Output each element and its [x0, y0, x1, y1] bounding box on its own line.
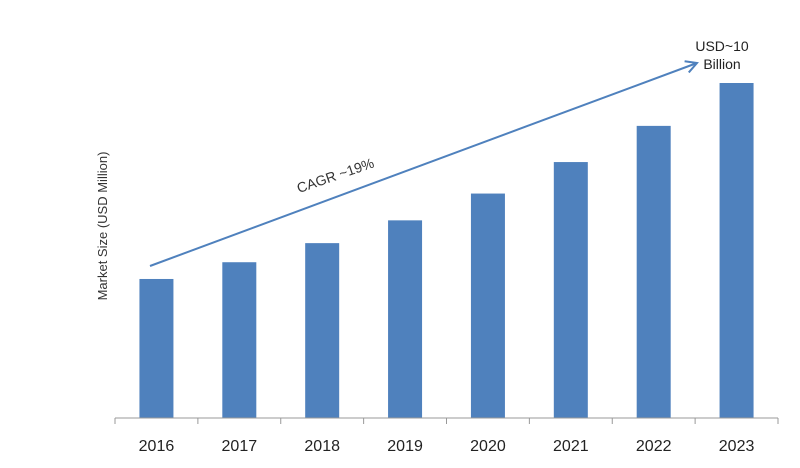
bar-2016 — [139, 278, 174, 418]
bar-2023 — [719, 83, 754, 418]
cagr-label: CAGR ~19% — [295, 155, 376, 196]
end-value-label-line2: Billion — [703, 56, 740, 72]
end-value-label-line1: USD~10 — [695, 38, 749, 54]
x-axis-ticks — [114, 418, 779, 424]
x-tick-label-2018: 2018 — [304, 438, 340, 455]
x-axis-tick-labels: 2016 2017 2018 2019 2020 2021 2022 2023 — [139, 438, 755, 455]
x-tick-label-2016: 2016 — [139, 438, 175, 455]
bar-2019 — [388, 220, 423, 418]
bar-2022 — [636, 125, 671, 418]
x-tick-label-2019: 2019 — [387, 438, 423, 455]
bar-2020 — [470, 193, 505, 418]
cagr-arrow — [149, 63, 697, 267]
x-tick-label-2023: 2023 — [719, 438, 755, 455]
bars-group — [139, 83, 754, 418]
x-tick-label-2022: 2022 — [636, 438, 672, 455]
x-tick-label-2021: 2021 — [553, 438, 589, 455]
x-tick-label-2017: 2017 — [222, 438, 258, 455]
y-axis-label: Market Size (USD Million) — [95, 152, 110, 301]
bar-2018 — [305, 243, 340, 418]
bar-2021 — [553, 162, 588, 418]
bar-2017 — [222, 262, 257, 418]
x-tick-label-2020: 2020 — [470, 438, 506, 455]
